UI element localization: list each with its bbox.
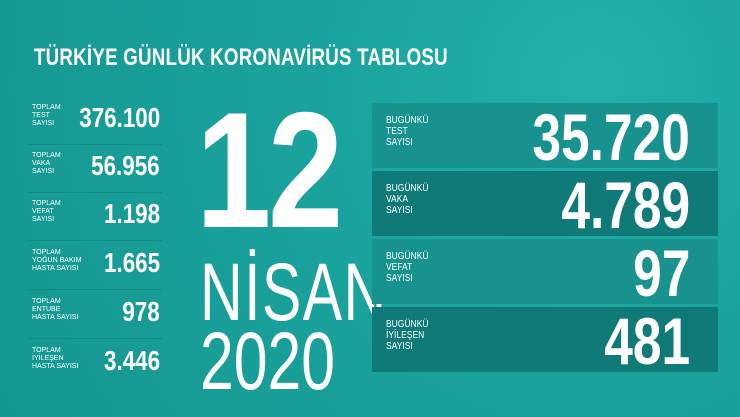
today-deaths-panel: BUGÜNKÜ VEFAT SAYISI 97 bbox=[372, 236, 718, 310]
total-value: 376.100 bbox=[79, 102, 160, 133]
today-test-panel: BUGÜNKÜ TEST SAYISI 35.720 bbox=[372, 100, 718, 174]
total-value: 1.665 bbox=[103, 247, 160, 278]
date-month: NİSAN bbox=[200, 247, 388, 338]
today-value: 35.720 bbox=[532, 100, 690, 174]
today-value: 4.789 bbox=[561, 168, 690, 242]
total-label: TOPLAM VAKA SAYISI bbox=[32, 152, 61, 175]
total-value: 1.198 bbox=[103, 198, 160, 229]
total-label: TOPLAM İYİLEŞEN HASTA SAYISI bbox=[32, 347, 79, 370]
date-year: 2020 bbox=[200, 316, 335, 407]
total-label: TOPLAM TEST SAYISI bbox=[32, 104, 61, 127]
today-label: BUGÜNKÜ İYİLEŞEN SAYISI bbox=[386, 319, 429, 352]
page-title: TÜRKİYE GÜNLÜK KORONAVİRÜS TABLOSU bbox=[34, 44, 448, 71]
total-intubated: TOPLAM ENTUBE HASTA SAYISI 978 bbox=[28, 294, 162, 339]
total-deaths: TOPLAM VEFAT SAYISI 1.198 bbox=[28, 196, 162, 241]
total-value: 56.956 bbox=[91, 150, 160, 181]
total-value: 3.446 bbox=[103, 345, 160, 376]
total-icu: TOPLAM YOĞUN BAKIM HASTA SAYISI 1.665 bbox=[28, 245, 162, 290]
date-day: 12 bbox=[196, 78, 343, 262]
today-label: BUGÜNKÜ TEST SAYISI bbox=[386, 115, 429, 148]
today-value: 97 bbox=[632, 236, 690, 310]
total-value: 978 bbox=[122, 296, 160, 327]
today-recovered-panel: BUGÜNKÜ İYİLEŞEN SAYISI 481 bbox=[372, 304, 718, 378]
today-label: BUGÜNKÜ VAKA SAYISI bbox=[386, 183, 429, 216]
total-cases: TOPLAM VAKA SAYISI 56.956 bbox=[28, 148, 162, 193]
total-label: TOPLAM VEFAT SAYISI bbox=[32, 200, 61, 223]
total-label: TOPLAM YOĞUN BAKIM HASTA SAYISI bbox=[32, 249, 82, 272]
today-cases-panel: BUGÜNKÜ VAKA SAYISI 4.789 bbox=[372, 168, 718, 242]
total-test: TOPLAM TEST SAYISI 376.100 bbox=[28, 100, 162, 145]
today-label: BUGÜNKÜ VEFAT SAYISI bbox=[386, 251, 429, 284]
today-value: 481 bbox=[604, 304, 690, 378]
total-recovered: TOPLAM İYİLEŞEN HASTA SAYISI 3.446 bbox=[28, 343, 162, 387]
total-label: TOPLAM ENTUBE HASTA SAYISI bbox=[32, 298, 79, 321]
